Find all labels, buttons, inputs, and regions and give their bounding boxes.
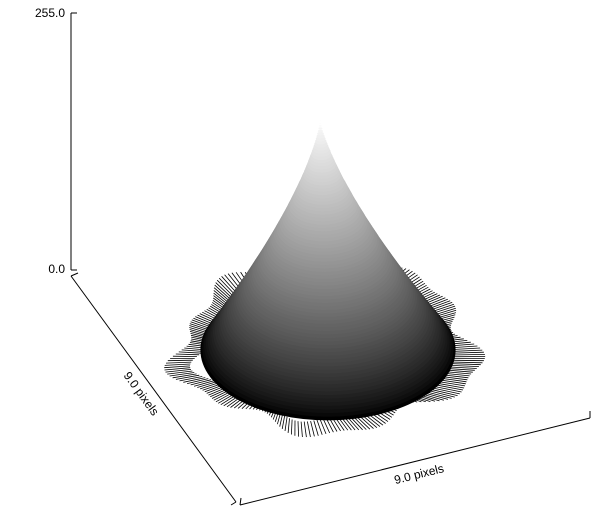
surface-slice [319, 117, 321, 119]
fringe-stroke [216, 279, 233, 296]
fringe-stroke [190, 379, 212, 386]
fringe-stroke [183, 377, 206, 383]
fringe-stroke [220, 395, 236, 406]
fringe-stroke [319, 418, 327, 435]
fringe-stroke [172, 373, 197, 379]
fringe-stroke [221, 276, 237, 293]
surface-slice [319, 120, 321, 122]
z-max-label: 255.0 [35, 6, 65, 20]
fringe-stroke [167, 370, 193, 375]
fringe-stroke [165, 361, 192, 364]
fringe-stroke [297, 421, 299, 437]
surface-slice [317, 131, 324, 136]
left-axis-label: 9.0 pixels [121, 369, 162, 418]
fringe-stroke [199, 382, 219, 390]
surface-slice [319, 122, 321, 124]
fringe-stroke [164, 367, 191, 371]
fringe-stroke [214, 284, 231, 300]
fringe-stroke [313, 420, 319, 436]
fringe-stroke [291, 419, 293, 435]
fringe-stroke [165, 369, 192, 373]
fringe-stroke [213, 287, 231, 302]
fringe-stroke [175, 353, 200, 356]
fringe-stroke [284, 416, 288, 432]
left-depth-axis [70, 275, 237, 503]
fringe-stroke [175, 374, 200, 380]
fringe-stroke [307, 421, 311, 437]
fringe-stroke [213, 391, 230, 401]
fringe-stroke [167, 359, 193, 362]
surface-mesh [164, 117, 486, 438]
z-min-label: 0.0 [48, 262, 65, 276]
fringe-stroke [303, 421, 307, 438]
fringe-stroke [181, 349, 205, 352]
left-depth-tick-start [70, 272, 79, 277]
fringe-stroke [215, 282, 232, 298]
bottom-depth-tick-start [239, 497, 242, 506]
fringe-stroke [178, 351, 202, 354]
fringe-stroke [197, 381, 217, 388]
fringe-stroke [281, 414, 286, 429]
fringe-stroke [316, 419, 323, 435]
surface-slice [317, 129, 323, 133]
fringe-stroke [179, 376, 203, 382]
fringe-stroke [164, 365, 191, 369]
surface-slice [319, 125, 322, 127]
fringe-stroke [187, 378, 209, 384]
fringe-stroke [217, 394, 234, 404]
fringe-stroke [193, 380, 215, 387]
bottom-depth-axis [239, 417, 591, 506]
fringe-stroke [310, 421, 315, 437]
fringe-stroke [215, 392, 232, 403]
fringe-stroke [287, 418, 290, 433]
fringe-stroke [164, 363, 191, 366]
surface-slice [318, 127, 323, 130]
fringe-stroke [218, 277, 235, 295]
fringe-stroke [300, 421, 303, 438]
fringe-stroke [322, 418, 331, 434]
surface-slice [316, 134, 325, 139]
fringe-stroke [169, 372, 195, 377]
left-depth-tick-end [230, 501, 237, 506]
